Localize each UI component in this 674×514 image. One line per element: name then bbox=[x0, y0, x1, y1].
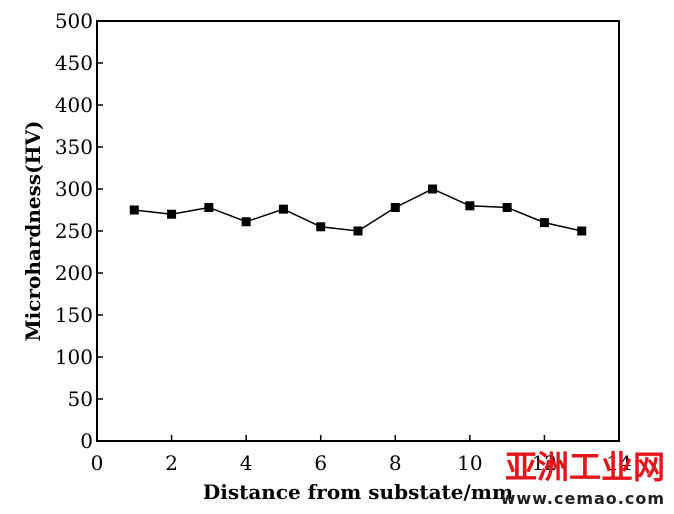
x-tick-label: 14 bbox=[606, 451, 631, 475]
x-tick-label: 0 bbox=[91, 451, 104, 475]
y-tick-label: 350 bbox=[55, 135, 93, 159]
watermark-url: www.cemao.com bbox=[501, 489, 665, 508]
plot-frame bbox=[96, 20, 620, 442]
y-tick-label: 500 bbox=[55, 9, 93, 33]
data-point bbox=[204, 202, 214, 212]
x-tick-label: 2 bbox=[165, 451, 178, 475]
x-tick-label: 4 bbox=[240, 451, 253, 475]
y-tick-label: 400 bbox=[55, 93, 93, 117]
y-tick-label: 250 bbox=[55, 219, 93, 243]
axis-ticks: 0 50 100 150 200 250 300 350 400 450 500 0 2 4 6 8 10 12 1… bbox=[55, 9, 632, 475]
data-series bbox=[129, 184, 587, 236]
y-tick-label: 200 bbox=[55, 261, 93, 285]
data-point bbox=[167, 209, 177, 219]
data-point bbox=[316, 222, 326, 232]
data-point bbox=[577, 226, 587, 236]
y-tick-label: 300 bbox=[55, 177, 93, 201]
x-tick-label: 12 bbox=[532, 451, 557, 475]
data-point bbox=[502, 202, 512, 212]
y-tick-label: 150 bbox=[55, 303, 93, 327]
data-point bbox=[278, 204, 288, 214]
x-tick-label: 8 bbox=[389, 451, 402, 475]
series-line bbox=[134, 188, 582, 232]
y-tick-label: 100 bbox=[55, 345, 93, 369]
watermark-cn: 亚洲工业网 bbox=[505, 448, 665, 486]
y-axis-title: Microhardness(HV) bbox=[21, 121, 45, 342]
data-point bbox=[465, 201, 475, 211]
data-point bbox=[241, 217, 251, 227]
y-tick-label: 450 bbox=[55, 51, 93, 75]
y-tick-label: 50 bbox=[68, 387, 93, 411]
data-point bbox=[539, 218, 549, 228]
y-tick-label: 0 bbox=[80, 429, 93, 453]
watermark: 亚洲工业网 www.cemao.com bbox=[501, 448, 665, 508]
data-point bbox=[390, 202, 400, 212]
data-point bbox=[428, 184, 438, 194]
x-axis-title: Distance from substate/mm bbox=[203, 480, 513, 504]
x-tick-label: 6 bbox=[314, 451, 327, 475]
data-point bbox=[353, 226, 363, 236]
x-tick-label: 10 bbox=[457, 451, 482, 475]
data-point bbox=[129, 205, 139, 215]
